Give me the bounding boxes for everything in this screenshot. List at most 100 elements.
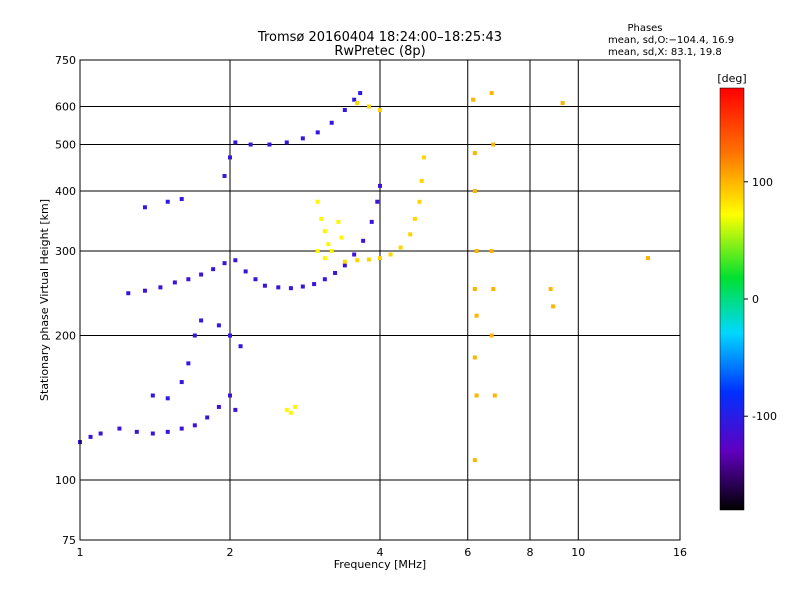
x-tick-label: 10 [571, 546, 585, 559]
echo-point [288, 410, 293, 415]
echo-point [419, 178, 424, 183]
y-tick-label: 750 [55, 54, 76, 67]
echo-point [472, 189, 477, 194]
echo-point [417, 199, 422, 204]
echo-point [288, 286, 293, 291]
y-tick-label: 600 [55, 101, 76, 114]
echo-point [421, 155, 426, 160]
echo-point [366, 257, 371, 262]
echo-point [276, 285, 281, 290]
echo-point [179, 426, 184, 431]
echo-point [358, 91, 363, 96]
y-tick-label: 100 [55, 474, 76, 487]
echo-point [150, 393, 155, 398]
echo-point [474, 249, 479, 254]
echo-point [472, 151, 477, 156]
echo-point [315, 199, 320, 204]
echo-point [352, 97, 357, 102]
echo-point [199, 272, 204, 277]
echo-point [228, 333, 232, 338]
echo-point [342, 259, 347, 264]
echo-point [228, 393, 232, 398]
echo-point [336, 219, 341, 224]
echo-point [248, 142, 253, 147]
x-tick-label: 1 [77, 546, 84, 559]
y-tick-label: 300 [55, 245, 76, 258]
echo-point [262, 283, 267, 288]
echo-point [315, 130, 320, 135]
echo-point [378, 183, 382, 188]
echo-point [205, 415, 210, 420]
echo-point [186, 277, 191, 282]
echo-point [472, 287, 477, 292]
echo-point [388, 252, 393, 257]
grid-lines [80, 60, 680, 540]
echo-point [142, 205, 147, 210]
echo-point [366, 104, 371, 109]
y-tick-label: 500 [55, 139, 76, 152]
echo-point [222, 173, 227, 178]
colorbar [719, 87, 745, 511]
plot-frame [79, 59, 681, 541]
echo-point [471, 97, 476, 102]
echo-point [342, 263, 347, 268]
x-tick-label: 8 [527, 546, 534, 559]
colorbar-label: [deg] [717, 72, 746, 85]
chart-title: Tromsø 20160404 18:24:00–18:25:43 [257, 30, 502, 45]
echo-point [243, 269, 248, 274]
echo-point [312, 282, 317, 287]
echo-point [355, 101, 360, 106]
echo-point [398, 245, 403, 250]
echo-point [192, 333, 197, 338]
echo-point [179, 380, 184, 385]
echo-point [322, 256, 327, 261]
echo-point [474, 393, 479, 398]
echo-point [192, 423, 197, 428]
y-tick-label: 400 [55, 185, 76, 198]
echo-point [98, 431, 103, 436]
echo-point [199, 318, 204, 323]
echo-point [369, 219, 374, 224]
stats-x-line: mean, sd,X: 83.1, 19.8 [608, 47, 722, 58]
echo-point [551, 304, 556, 309]
echo-point [361, 238, 366, 243]
echo-point [412, 216, 417, 221]
data-points [78, 91, 650, 463]
echo-point [165, 429, 170, 434]
echo-point [284, 407, 289, 412]
x-tick-labels: 1 2 4 6 8 10 16 [77, 546, 688, 559]
colorbar-tick-label: 0 [752, 293, 759, 306]
echo-point [333, 270, 338, 275]
echo-point [117, 426, 122, 431]
echo-point [322, 277, 327, 282]
echo-point [126, 291, 131, 296]
echo-point [134, 429, 139, 434]
echo-point [319, 216, 324, 221]
stats-heading: Phases [627, 23, 662, 34]
chart-subtitle: RwPretec (8p) [334, 44, 425, 59]
colorbar-tick-label: 100 [752, 176, 773, 189]
echo-point [233, 407, 238, 412]
echo-point [315, 249, 320, 254]
echo-point [548, 287, 553, 292]
x-tick-label: 2 [227, 546, 234, 559]
echo-point [222, 261, 227, 266]
echo-point [238, 344, 243, 349]
echo-point [489, 249, 494, 254]
echo-point [165, 396, 170, 401]
echo-point [216, 404, 221, 409]
echo-point [300, 284, 305, 289]
echo-point [179, 197, 184, 202]
echo-point [216, 323, 221, 328]
y-tick-label: 75 [62, 534, 76, 547]
echo-point [165, 199, 170, 204]
echo-point [292, 404, 297, 409]
echo-point [329, 120, 334, 125]
echo-point [491, 142, 496, 147]
colorbar-tick-label: -100 [752, 410, 777, 423]
echo-point [472, 458, 477, 463]
echo-point [233, 258, 238, 263]
echo-point [150, 431, 155, 436]
echo-point [355, 258, 360, 263]
x-tick-label: 16 [673, 546, 687, 559]
